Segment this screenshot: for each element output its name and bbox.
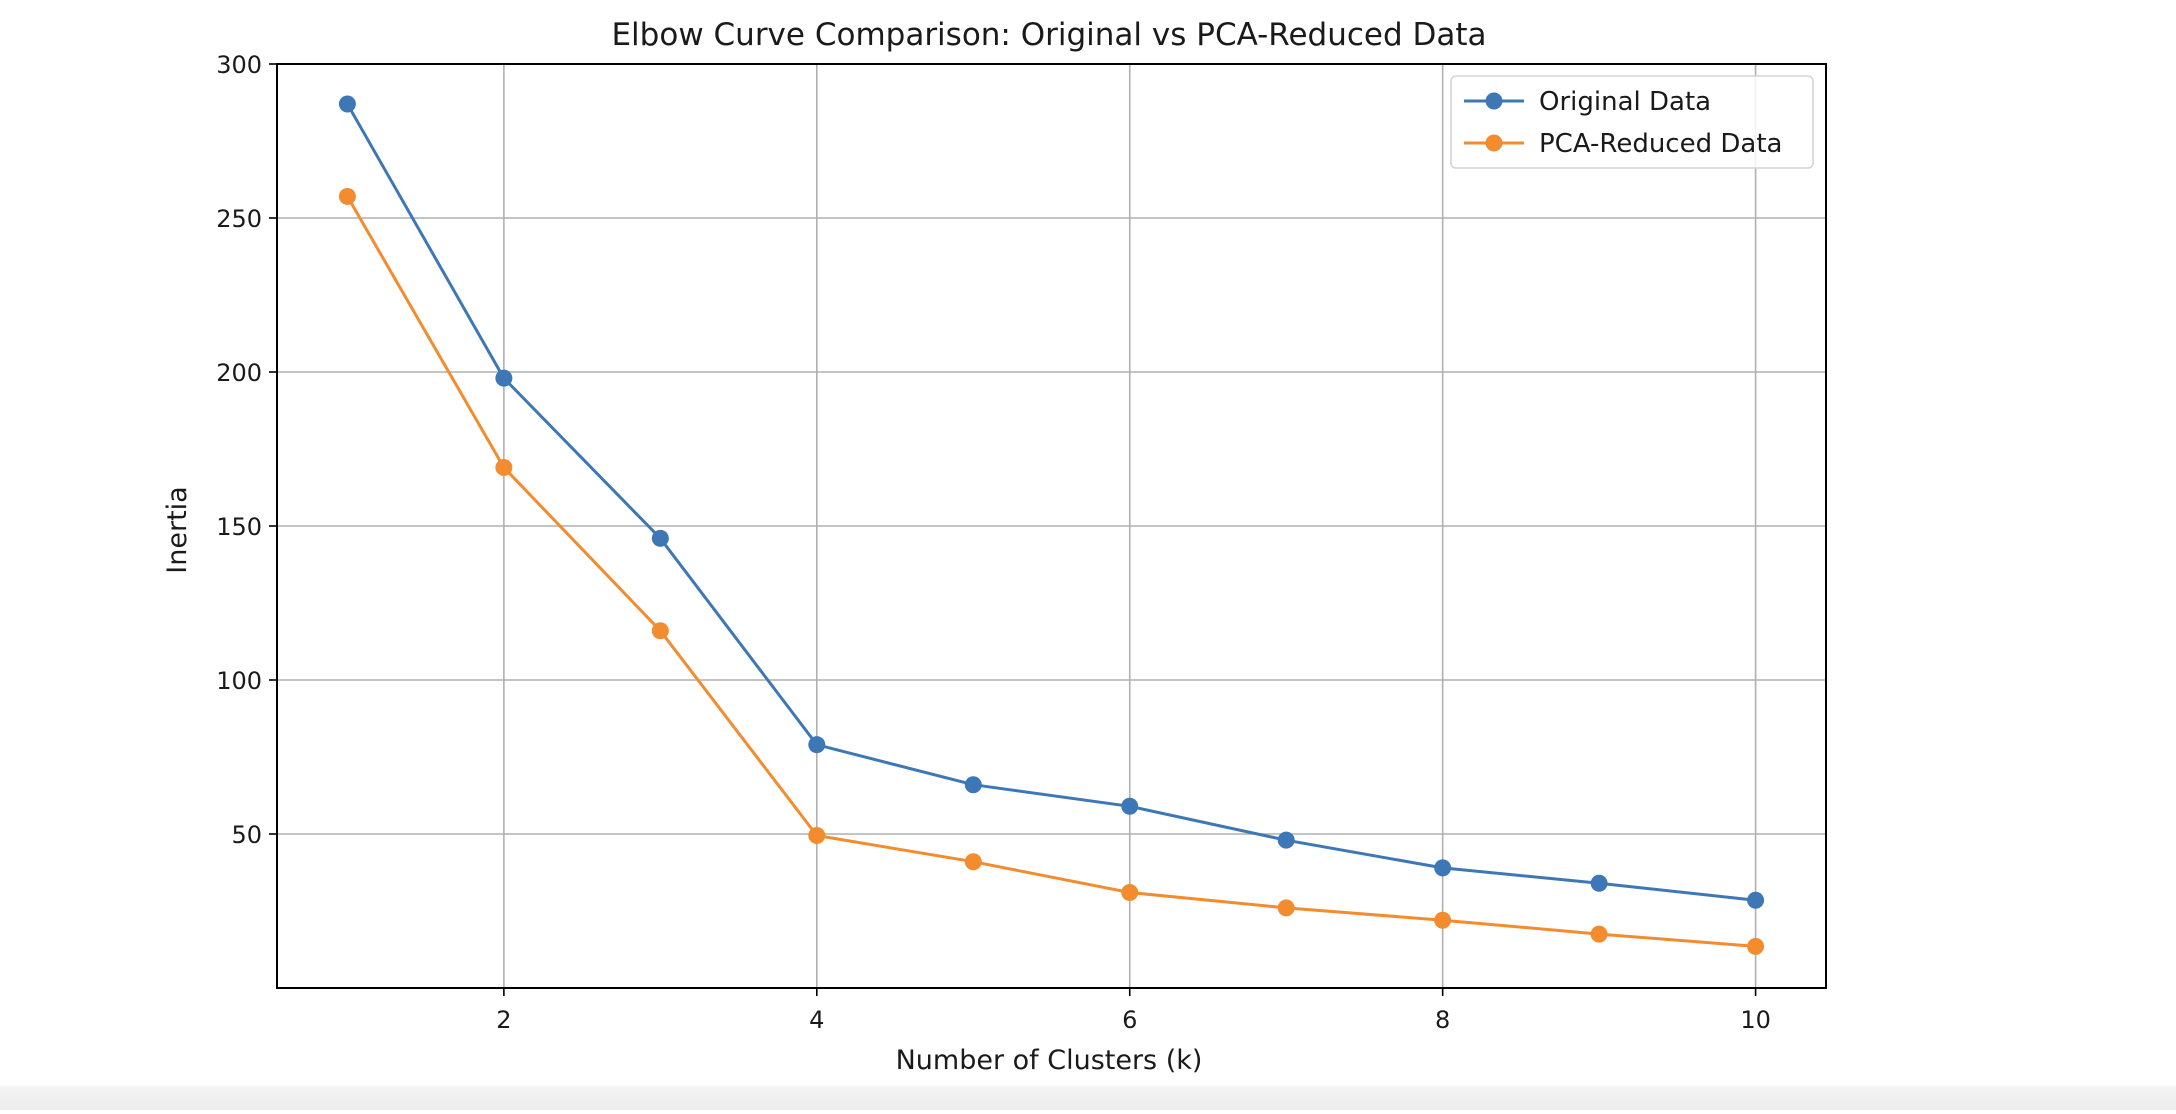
data-point bbox=[1121, 884, 1139, 902]
y-tick-label: 100 bbox=[216, 667, 262, 695]
data-point bbox=[651, 529, 669, 547]
data-point bbox=[964, 853, 982, 871]
data-series bbox=[338, 95, 1765, 955]
y-axis-label: Inertia bbox=[162, 486, 193, 573]
legend-label: PCA-Reduced Data bbox=[1539, 129, 1782, 159]
y-tick-label: 300 bbox=[216, 51, 262, 79]
data-point bbox=[495, 369, 513, 387]
data-point bbox=[1434, 859, 1452, 877]
series-line-1 bbox=[346, 195, 1756, 948]
legend: Original Data PCA-Reduced Data bbox=[1450, 75, 1814, 169]
x-tick-label: 4 bbox=[809, 1006, 824, 1034]
data-point bbox=[651, 622, 669, 640]
legend-box bbox=[1450, 75, 1814, 169]
window-bottom-edge bbox=[0, 1086, 2176, 1110]
data-point bbox=[1590, 925, 1608, 943]
grid-lines bbox=[277, 63, 1826, 988]
legend-marker bbox=[1485, 134, 1503, 152]
y-tick-label: 250 bbox=[216, 205, 262, 233]
y-tick-label: 150 bbox=[216, 513, 262, 541]
x-tick-label: 6 bbox=[1122, 1006, 1137, 1034]
data-point bbox=[808, 827, 826, 845]
y-tick-label: 200 bbox=[216, 359, 262, 387]
chart-title: Elbow Curve Comparison: Original vs PCA-… bbox=[611, 17, 1486, 53]
data-point bbox=[1747, 937, 1765, 955]
data-point bbox=[1277, 899, 1295, 917]
data-point bbox=[964, 776, 982, 794]
x-tick-label: 8 bbox=[1435, 1006, 1450, 1034]
data-point bbox=[338, 95, 356, 113]
data-point bbox=[1434, 911, 1452, 929]
data-point bbox=[1590, 874, 1608, 892]
x-tick-label: 2 bbox=[496, 1006, 511, 1034]
x-axis-label: Number of Clusters (k) bbox=[896, 1045, 1203, 1076]
data-point bbox=[338, 187, 356, 205]
axes: 2 4 6 8 10 50 100 150 200 250 300 bbox=[216, 51, 1827, 1034]
data-point bbox=[1121, 797, 1139, 815]
data-point bbox=[495, 458, 513, 476]
series-line-0 bbox=[346, 103, 1756, 902]
legend-marker bbox=[1485, 92, 1503, 110]
x-tick-label: 10 bbox=[1740, 1006, 1771, 1034]
data-point bbox=[1277, 831, 1295, 849]
legend-label: Original Data bbox=[1539, 87, 1711, 117]
data-point bbox=[1747, 891, 1765, 909]
data-point bbox=[808, 736, 826, 754]
y-tick-label: 50 bbox=[231, 821, 262, 849]
